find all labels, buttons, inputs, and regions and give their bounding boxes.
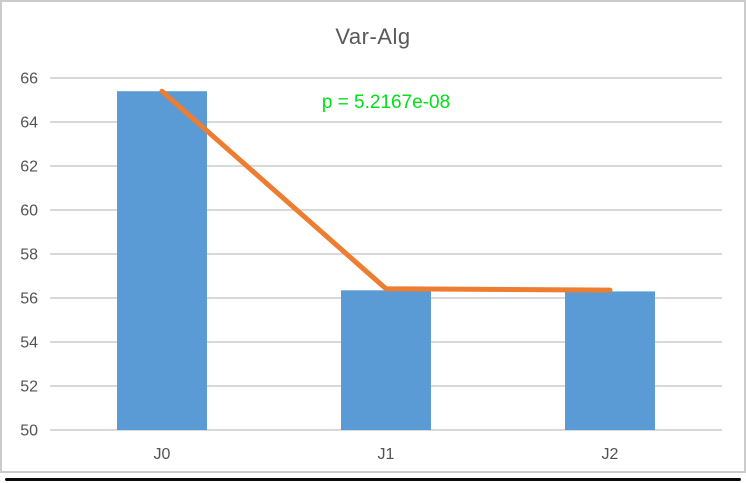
y-tick-label: 56 <box>20 291 38 308</box>
bar-J2 <box>565 291 655 430</box>
y-tick-label: 66 <box>20 71 38 88</box>
x-category-label: J2 <box>602 446 619 463</box>
y-tick-label: 62 <box>20 159 38 176</box>
x-category-label: J0 <box>154 446 171 463</box>
trend-line <box>159 88 613 293</box>
p-value-annotation: p = 5.2167e-08 <box>321 92 451 113</box>
x-category-label: J1 <box>378 446 395 463</box>
y-tick-label: 58 <box>20 247 38 264</box>
y-tick-label: 54 <box>20 335 38 352</box>
bar-J0 <box>117 91 207 430</box>
chart-plot: 50 52 54 56 58 60 62 64 66 J0 J1 J2 <box>20 71 722 463</box>
chart-title: Var-Alg <box>335 24 411 49</box>
y-tick-label: 50 <box>20 423 38 440</box>
y-tick-label: 52 <box>20 379 38 396</box>
window-bottom-edge <box>5 478 741 481</box>
y-tick-label: 60 <box>20 203 38 220</box>
bar-J1 <box>341 290 431 430</box>
y-tick-label: 64 <box>20 115 38 132</box>
